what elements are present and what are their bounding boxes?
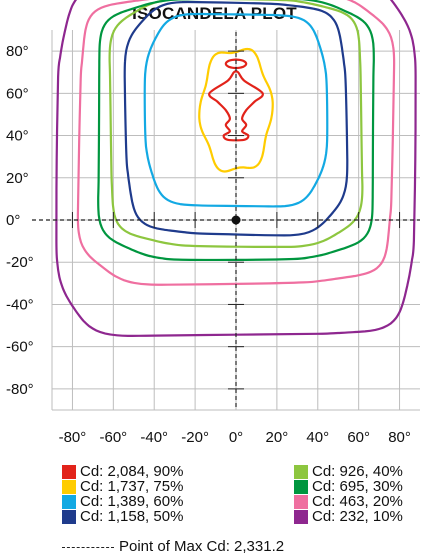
- legend-swatch: [62, 509, 76, 524]
- legend-left: Cd: 2,084, 90% Cd: 1,737, 75% Cd: 1,389, 6…: [62, 464, 183, 524]
- contour-5: [108, 0, 364, 249]
- legend-swatch: [294, 509, 308, 524]
- max-cd-legend: Point of Max Cd: 2,331.2: [62, 538, 284, 555]
- x-tick-label: -40°: [140, 429, 168, 446]
- legend-entry: Cd: 926, 40%: [294, 464, 403, 479]
- legend-label: Cd: 926, 40%: [312, 463, 403, 480]
- max-cd-label: Point of Max Cd: 2,331.2: [119, 538, 285, 555]
- y-tick-label: 80°: [6, 43, 29, 60]
- legend-label: Cd: 232, 10%: [312, 508, 403, 525]
- legend-label: Cd: 1,158, 50%: [80, 508, 184, 525]
- legend-swatch: [294, 464, 308, 479]
- legend-swatch: [294, 494, 308, 509]
- legend-label: Cd: 463, 20%: [312, 493, 403, 510]
- contour-8: [55, 0, 417, 338]
- x-tick-label: -80°: [59, 429, 87, 446]
- contour-7: [76, 0, 396, 286]
- legend-label: Cd: 1,389, 60%: [80, 493, 184, 510]
- legend-swatch: [62, 494, 76, 509]
- max-point-marker: [231, 215, 241, 225]
- x-tick-label: -20°: [181, 429, 209, 446]
- x-tick-label: 20°: [266, 429, 289, 446]
- x-tick-label: 60°: [347, 429, 370, 446]
- contour-4: [123, 0, 349, 237]
- y-tick-label: -20°: [6, 254, 34, 271]
- legend-swatch: [294, 479, 308, 494]
- y-tick-label: -40°: [6, 296, 34, 313]
- x-tick-label: 40°: [306, 429, 329, 446]
- legend-label: Cd: 1,737, 75%: [80, 478, 184, 495]
- legend-swatch: [62, 479, 76, 494]
- x-tick-label: 0°: [229, 429, 243, 446]
- legend-entry: Cd: 2,084, 90%: [62, 464, 183, 479]
- contours: [55, 0, 417, 338]
- x-tick-label: -60°: [99, 429, 127, 446]
- y-tick-label: 60°: [6, 85, 29, 102]
- contour-1: [208, 70, 264, 142]
- contour-90-top-lobe: [224, 58, 248, 70]
- legend-label: Cd: 2,084, 90%: [80, 463, 184, 480]
- contour-6: [97, 0, 375, 262]
- y-tick-label: 40°: [6, 128, 29, 145]
- x-tick-label: 80°: [388, 429, 411, 446]
- y-tick-label: 0°: [6, 212, 20, 229]
- y-tick-label: 20°: [6, 170, 29, 187]
- y-tick-label: -60°: [6, 339, 34, 356]
- legend-entry: Cd: 463, 20%: [294, 494, 403, 509]
- legend-swatch: [62, 464, 76, 479]
- dashed-line-icon: [62, 546, 114, 548]
- center-axes: [32, 32, 420, 410]
- legend-entry: Cd: 1,158, 50%: [62, 509, 183, 524]
- contour-3: [143, 12, 329, 208]
- legend-entry: Cd: 695, 30%: [294, 479, 403, 494]
- y-tick-label: -80°: [6, 381, 34, 398]
- tick-labels: 80° 60° 40° 20° 0° -20° -40° -60° -80° -80° -60° -4…: [6, 43, 411, 446]
- legend-entry: Cd: 232, 10%: [294, 509, 403, 524]
- legend-entry: Cd: 1,737, 75%: [62, 479, 183, 494]
- legend-right: Cd: 926, 40% Cd: 695, 30% Cd: 463, 20% Cd: …: [294, 464, 403, 524]
- legend-entry: Cd: 1,389, 60%: [62, 494, 183, 509]
- legend-label: Cd: 695, 30%: [312, 478, 403, 495]
- contour-2: [198, 47, 274, 173]
